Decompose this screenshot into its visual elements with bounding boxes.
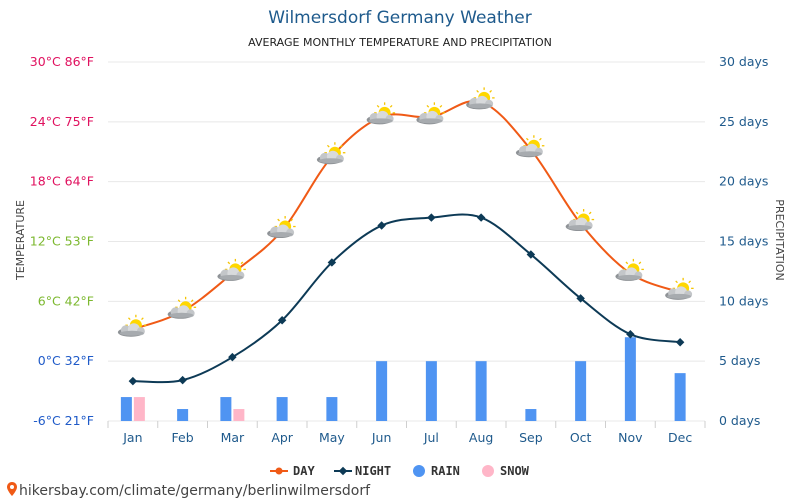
rain-bar	[326, 397, 338, 421]
right-tick-label: 15 days	[719, 234, 768, 249]
night-point	[178, 375, 187, 385]
sun-behind-cloud-icon	[316, 142, 346, 165]
rain-bar	[525, 409, 537, 421]
legend-snow-label: SNOW	[500, 464, 530, 478]
day-line	[132, 99, 681, 331]
month-label: Nov	[618, 430, 643, 445]
night-point	[128, 376, 138, 386]
right-tick-label: 5 days	[719, 353, 760, 368]
rain-bar	[120, 397, 132, 421]
sun-behind-cloud-icon	[565, 209, 595, 232]
night-point	[228, 352, 237, 362]
legend-rain-marker	[413, 465, 425, 477]
legend-rain[interactable]: RAIN	[413, 464, 460, 478]
sun-behind-cloud-icon	[665, 277, 694, 300]
temperature-lines	[128, 99, 685, 386]
night-point	[377, 221, 386, 230]
legend-snow[interactable]: SNOW	[482, 464, 530, 478]
rain-bar	[177, 409, 189, 421]
legend-night-marker	[338, 466, 348, 476]
sun-behind-cloud-icon	[117, 314, 147, 337]
legend-night-label: NIGHT	[355, 464, 391, 478]
right-tick-label: 30 days	[719, 54, 768, 69]
snow-bar	[133, 397, 145, 421]
month-label: Feb	[172, 430, 194, 445]
left-tick-label: 24°C 75°F	[30, 114, 94, 129]
night-line	[132, 213, 681, 384]
month-label: Jul	[423, 430, 439, 445]
precipitation-bars	[120, 337, 686, 421]
left-tick-label: -6°C 21°F	[33, 413, 94, 428]
night-point	[427, 213, 436, 222]
location-pin-icon	[7, 482, 17, 496]
legend-night[interactable]: NIGHT	[334, 464, 391, 478]
weather-icons	[117, 87, 694, 337]
night-point	[576, 294, 585, 303]
sun-behind-cloud-icon	[416, 102, 445, 125]
legend: DAY NIGHT RAIN SNOW	[270, 464, 530, 478]
night-point	[476, 213, 486, 222]
right-axis-title: PRECIPITATION	[773, 199, 786, 280]
right-tick-label: 25 days	[719, 114, 768, 129]
right-tick-label: 0 days	[719, 413, 760, 428]
rain-bar	[220, 397, 232, 421]
left-axis-ticks: 30°C 86°F 24°C 75°F 18°C 64°F 12°C 53°F 6°C …	[30, 54, 94, 428]
month-label: Jun	[371, 430, 392, 445]
right-axis-ticks: 30 days 25 days 20 days 15 days 10 days 5 day…	[719, 54, 768, 428]
left-tick-label: 6°C 42°F	[38, 293, 94, 308]
night-point	[277, 316, 287, 325]
month-ticks: Jan Feb Mar Apr May Jun Jul Aug Sep Oct Nov Dec	[122, 430, 692, 445]
night-point	[675, 337, 685, 347]
rain-bar	[624, 337, 636, 421]
sun-behind-cloud-icon	[466, 87, 495, 110]
month-label: Aug	[469, 430, 493, 445]
rain-bar	[575, 361, 587, 421]
rain-bar	[475, 361, 487, 421]
left-tick-label: 12°C 53°F	[30, 234, 94, 249]
night-point	[626, 329, 635, 339]
rain-bar	[376, 361, 388, 421]
rain-bar	[276, 397, 288, 421]
left-axis-title: TEMPERATURE	[14, 200, 27, 281]
rain-bar	[674, 373, 686, 421]
left-tick-label: 30°C 86°F	[30, 54, 94, 69]
legend-day[interactable]: DAY	[270, 464, 315, 478]
month-label: Apr	[271, 430, 293, 445]
source-url[interactable]: hikersbay.com/climate/germany/berlinwilm…	[19, 483, 371, 499]
rain-bar	[425, 361, 437, 421]
sun-behind-cloud-icon	[167, 296, 197, 319]
month-label: Mar	[221, 430, 245, 445]
sun-behind-cloud-icon	[515, 135, 545, 158]
snow-bar	[233, 409, 245, 421]
sun-behind-cloud-icon	[615, 258, 644, 281]
legend-snow-marker	[482, 465, 494, 477]
month-label: Dec	[668, 430, 692, 445]
sun-behind-cloud-icon	[267, 216, 296, 239]
month-label: Sep	[519, 430, 543, 445]
sun-behind-cloud-icon	[217, 258, 246, 281]
month-label: Jan	[122, 430, 142, 445]
month-label: May	[319, 430, 345, 445]
source-link[interactable]: hikersbay.com/climate/germany/berlinwilm…	[7, 482, 371, 499]
legend-rain-label: RAIN	[431, 464, 460, 478]
chart-title: Wilmersdorf Germany Weather	[268, 8, 531, 28]
legend-day-marker	[275, 467, 283, 475]
right-tick-label: 10 days	[719, 293, 768, 308]
left-tick-label: 18°C 64°F	[30, 174, 94, 189]
month-separators	[107, 421, 706, 428]
right-tick-label: 20 days	[719, 174, 768, 189]
legend-day-label: DAY	[293, 464, 315, 478]
sun-behind-cloud-icon	[366, 102, 396, 125]
chart-subtitle: AVERAGE MONTHLY TEMPERATURE AND PRECIPIT…	[248, 36, 552, 49]
month-label: Oct	[570, 430, 592, 445]
left-tick-label: 0°C 32°F	[38, 353, 94, 368]
night-point	[327, 258, 337, 267]
